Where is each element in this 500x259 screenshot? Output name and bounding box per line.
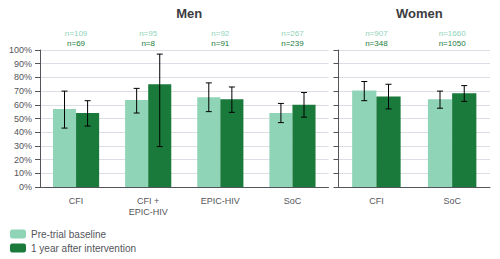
svg-text:90%: 90%: [14, 59, 32, 69]
svg-text:n=95: n=95: [139, 29, 158, 38]
svg-text:CFI: CFI: [69, 196, 84, 206]
svg-text:CFI +: CFI +: [137, 196, 159, 206]
svg-text:EPIC-HIV: EPIC-HIV: [201, 196, 240, 206]
svg-text:10%: 10%: [14, 168, 32, 178]
svg-text:n=267: n=267: [281, 29, 304, 38]
svg-text:n=8: n=8: [141, 39, 155, 48]
svg-text:Men: Men: [176, 6, 202, 21]
svg-text:n=91: n=91: [211, 39, 230, 48]
svg-text:SoC: SoC: [284, 196, 302, 206]
svg-text:n=1050: n=1050: [439, 39, 466, 48]
svg-text:n=907: n=907: [365, 29, 388, 38]
svg-text:80%: 80%: [14, 72, 32, 82]
svg-text:EPIC-HIV: EPIC-HIV: [129, 207, 168, 217]
svg-text:60%: 60%: [14, 100, 32, 110]
svg-text:50%: 50%: [14, 114, 32, 124]
svg-text:20%: 20%: [14, 155, 32, 165]
svg-text:n=109: n=109: [65, 29, 88, 38]
svg-text:n=239: n=239: [281, 39, 304, 48]
svg-text:1 year after intervention: 1 year after intervention: [31, 243, 136, 254]
svg-text:n=69: n=69: [67, 39, 86, 48]
svg-text:Women: Women: [396, 6, 443, 21]
svg-text:SoC: SoC: [443, 196, 461, 206]
svg-text:0%: 0%: [19, 182, 32, 192]
svg-text:Pre-trial baseline: Pre-trial baseline: [31, 229, 106, 240]
svg-text:40%: 40%: [14, 127, 32, 137]
svg-text:n=92: n=92: [211, 29, 230, 38]
svg-text:CFI: CFI: [369, 196, 384, 206]
svg-text:n=348: n=348: [365, 39, 388, 48]
svg-text:30%: 30%: [14, 141, 32, 151]
svg-text:70%: 70%: [14, 86, 32, 96]
svg-text:n=1660: n=1660: [439, 29, 466, 38]
svg-text:100%: 100%: [9, 45, 32, 55]
